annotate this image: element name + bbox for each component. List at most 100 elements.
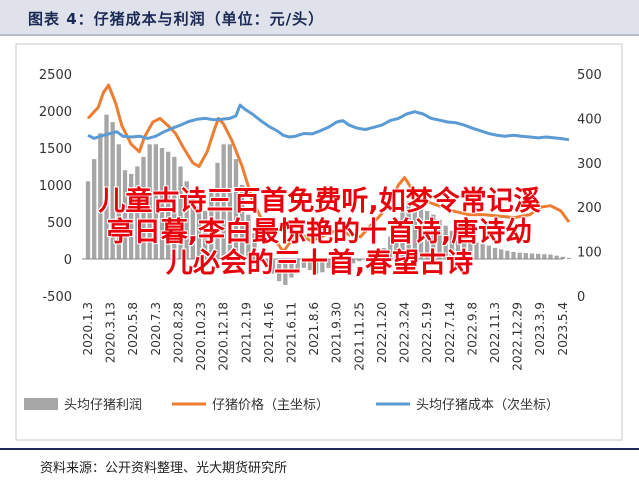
profit-bar <box>166 151 171 259</box>
profit-bar <box>425 210 430 259</box>
profit-bar <box>295 259 300 271</box>
profit-bar <box>264 259 269 265</box>
plot-frame <box>15 43 623 441</box>
x-tick-label: 2021.4.16 <box>262 302 276 363</box>
profit-bar <box>320 259 325 273</box>
x-tick-label: 2021.6.11 <box>285 302 299 363</box>
profit-bar <box>400 205 405 259</box>
profit-bar <box>153 144 158 259</box>
price-line <box>86 83 571 254</box>
profit-bar <box>412 202 417 259</box>
profit-bar <box>277 259 282 282</box>
y-left-tick-label: 500 <box>47 216 72 231</box>
profit-bar <box>116 144 121 259</box>
y-right-tick-label: 0 <box>577 290 585 305</box>
profit-bar <box>196 207 202 259</box>
profit-bar <box>449 230 454 259</box>
profit-bar <box>135 166 140 259</box>
profit-bar <box>172 156 177 259</box>
profit-bar <box>332 259 337 265</box>
profit-bar <box>184 181 189 259</box>
profit-bar <box>511 251 516 259</box>
y-left-tick-label: 1000 <box>39 179 72 194</box>
profit-bar <box>227 144 232 259</box>
x-tick-label: 2020.7.3 <box>149 302 163 355</box>
x-tick-label: 2022.9.8 <box>465 302 479 355</box>
overlay-line-1: 儿童古诗三百首免费听,如梦令常记溪 <box>98 186 541 217</box>
profit-bar <box>499 249 504 259</box>
profit-bar <box>190 196 195 259</box>
profit-bar <box>258 251 263 259</box>
profit-bar <box>338 259 343 264</box>
profit-bar <box>536 253 541 259</box>
profit-bar <box>326 259 331 268</box>
x-tick-label: 2022.1.20 <box>375 302 389 363</box>
profit-bar <box>314 259 319 274</box>
x-tick-label: 2023.5.4 <box>556 302 570 355</box>
x-tick-label: 2020.8.28 <box>171 302 185 363</box>
profit-bar <box>252 233 257 259</box>
profit-bar <box>98 133 103 259</box>
profit-bar <box>178 166 183 259</box>
cost-line <box>87 103 570 142</box>
x-tick-label: 2022.3.24 <box>398 302 412 363</box>
profit-bar <box>554 255 559 259</box>
x-tick-label: 2023.3.9 <box>533 302 547 355</box>
legend: 头均仔猪利润 仔猪价格（主坐标） 头均仔猪成本（次坐标） <box>24 397 559 413</box>
profit-bar <box>560 256 565 259</box>
figure-title: 图表 4：仔猪成本与利润（单位：元/头） <box>28 10 325 28</box>
profit-bar <box>104 114 109 259</box>
y-left-tick-label: 1500 <box>39 142 72 157</box>
profit-bar <box>289 259 294 278</box>
profit-bar <box>344 259 350 265</box>
y-right-tick-label: 500 <box>577 68 602 83</box>
profit-bar <box>92 159 97 259</box>
profit-bar <box>394 218 399 259</box>
profit-bar <box>351 259 356 264</box>
profit-bar <box>369 257 374 259</box>
profit-bar <box>129 173 134 259</box>
profit-bar <box>542 254 547 259</box>
y-right-tick-label: 400 <box>577 112 602 127</box>
profit-bar <box>307 259 313 271</box>
profit-bar <box>209 188 214 259</box>
profit-bar <box>455 234 461 259</box>
profit-bar <box>523 253 528 259</box>
profit-bar <box>548 254 553 259</box>
profit-bar <box>486 245 491 259</box>
profit-bar <box>566 257 572 259</box>
profit-bar <box>517 252 522 259</box>
legend-label-cost: 头均仔猪成本（次坐标） <box>416 397 559 413</box>
source-note: 资料来源：公开资料整理、光大期货研究所 <box>40 461 288 476</box>
y-left-tick-label: 2500 <box>39 68 72 83</box>
profit-bar <box>215 162 220 259</box>
profit-bar <box>437 219 442 259</box>
x-tick-label: 2020.3.13 <box>104 302 118 363</box>
profit-bar <box>141 156 146 259</box>
y-right-tick-label: 100 <box>577 246 602 261</box>
profit-bar <box>147 144 152 259</box>
profit-bar <box>246 214 251 259</box>
legend-swatch-profit <box>24 398 58 410</box>
legend-label-profit: 头均仔猪利润 <box>64 398 142 413</box>
profit-bar <box>283 259 288 285</box>
x-tick-label: 2022.12.29 <box>511 302 525 371</box>
x-tick-label: 2021.8.6 <box>307 302 321 355</box>
profit-bar <box>203 210 208 259</box>
source-divider <box>0 448 639 450</box>
y-right-tick-label: 200 <box>577 201 602 216</box>
profit-bar <box>418 207 424 259</box>
profit-bar <box>357 259 362 262</box>
profit-bar <box>159 148 165 259</box>
overlay-watermark-text: 儿童古诗三百首免费听,如梦令常记溪 亭日暮,李白最惊艳的十首诗,唐诗幼 儿必会的… <box>0 186 639 279</box>
profit-bar <box>240 185 245 259</box>
y-left-tick-label: 2000 <box>39 105 72 120</box>
profit-bar <box>474 242 479 259</box>
profit-bar <box>221 144 226 259</box>
profit-bar <box>388 236 393 259</box>
profit-bar <box>406 201 411 259</box>
x-tick-label: 2022.11.3 <box>488 302 502 363</box>
profit-bar <box>443 225 448 259</box>
profit-bar <box>270 259 276 274</box>
x-tick-label: 2021.11.25 <box>352 302 366 371</box>
